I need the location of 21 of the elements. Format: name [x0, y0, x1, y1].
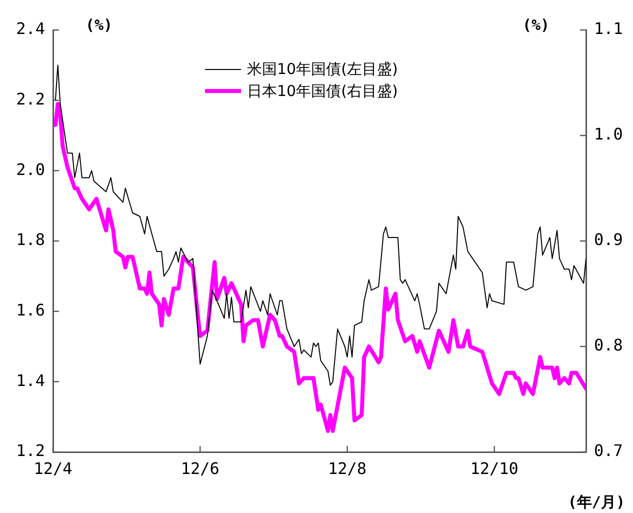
y2-tick-label: 1.0 [594, 124, 623, 144]
legend-label: 米国10年国債(左目盛) [247, 60, 398, 78]
y-tick-label: 1.2 [16, 441, 45, 460]
y2-axis-title: (%) [522, 16, 550, 34]
y2-tick-label: 0.9 [594, 230, 623, 250]
y-tick-label: 2.0 [16, 160, 45, 179]
y-tick-label: 2.4 [16, 19, 45, 38]
x-tick-label: 12/10 [470, 458, 518, 478]
y-tick-label: 1.8 [16, 230, 45, 250]
x-tick-label: 12/8 [328, 458, 366, 478]
y2-tick-label: 1.1 [594, 19, 623, 38]
y-tick-label: 1.4 [16, 370, 45, 390]
x-tick-label: 12/4 [34, 458, 72, 478]
legend-label: 日本10年国債(右目盛) [247, 82, 398, 100]
x-tick-label: 12/6 [180, 458, 220, 478]
y2-tick-label: 0.7 [594, 441, 623, 460]
y-tick-label: 2.2 [16, 89, 45, 108]
y2-tick-label: 0.8 [594, 336, 623, 355]
y-axis-title: (%) [85, 16, 113, 34]
x-axis-title: (年/月) [568, 492, 625, 511]
y-tick-label: 1.6 [16, 300, 45, 320]
